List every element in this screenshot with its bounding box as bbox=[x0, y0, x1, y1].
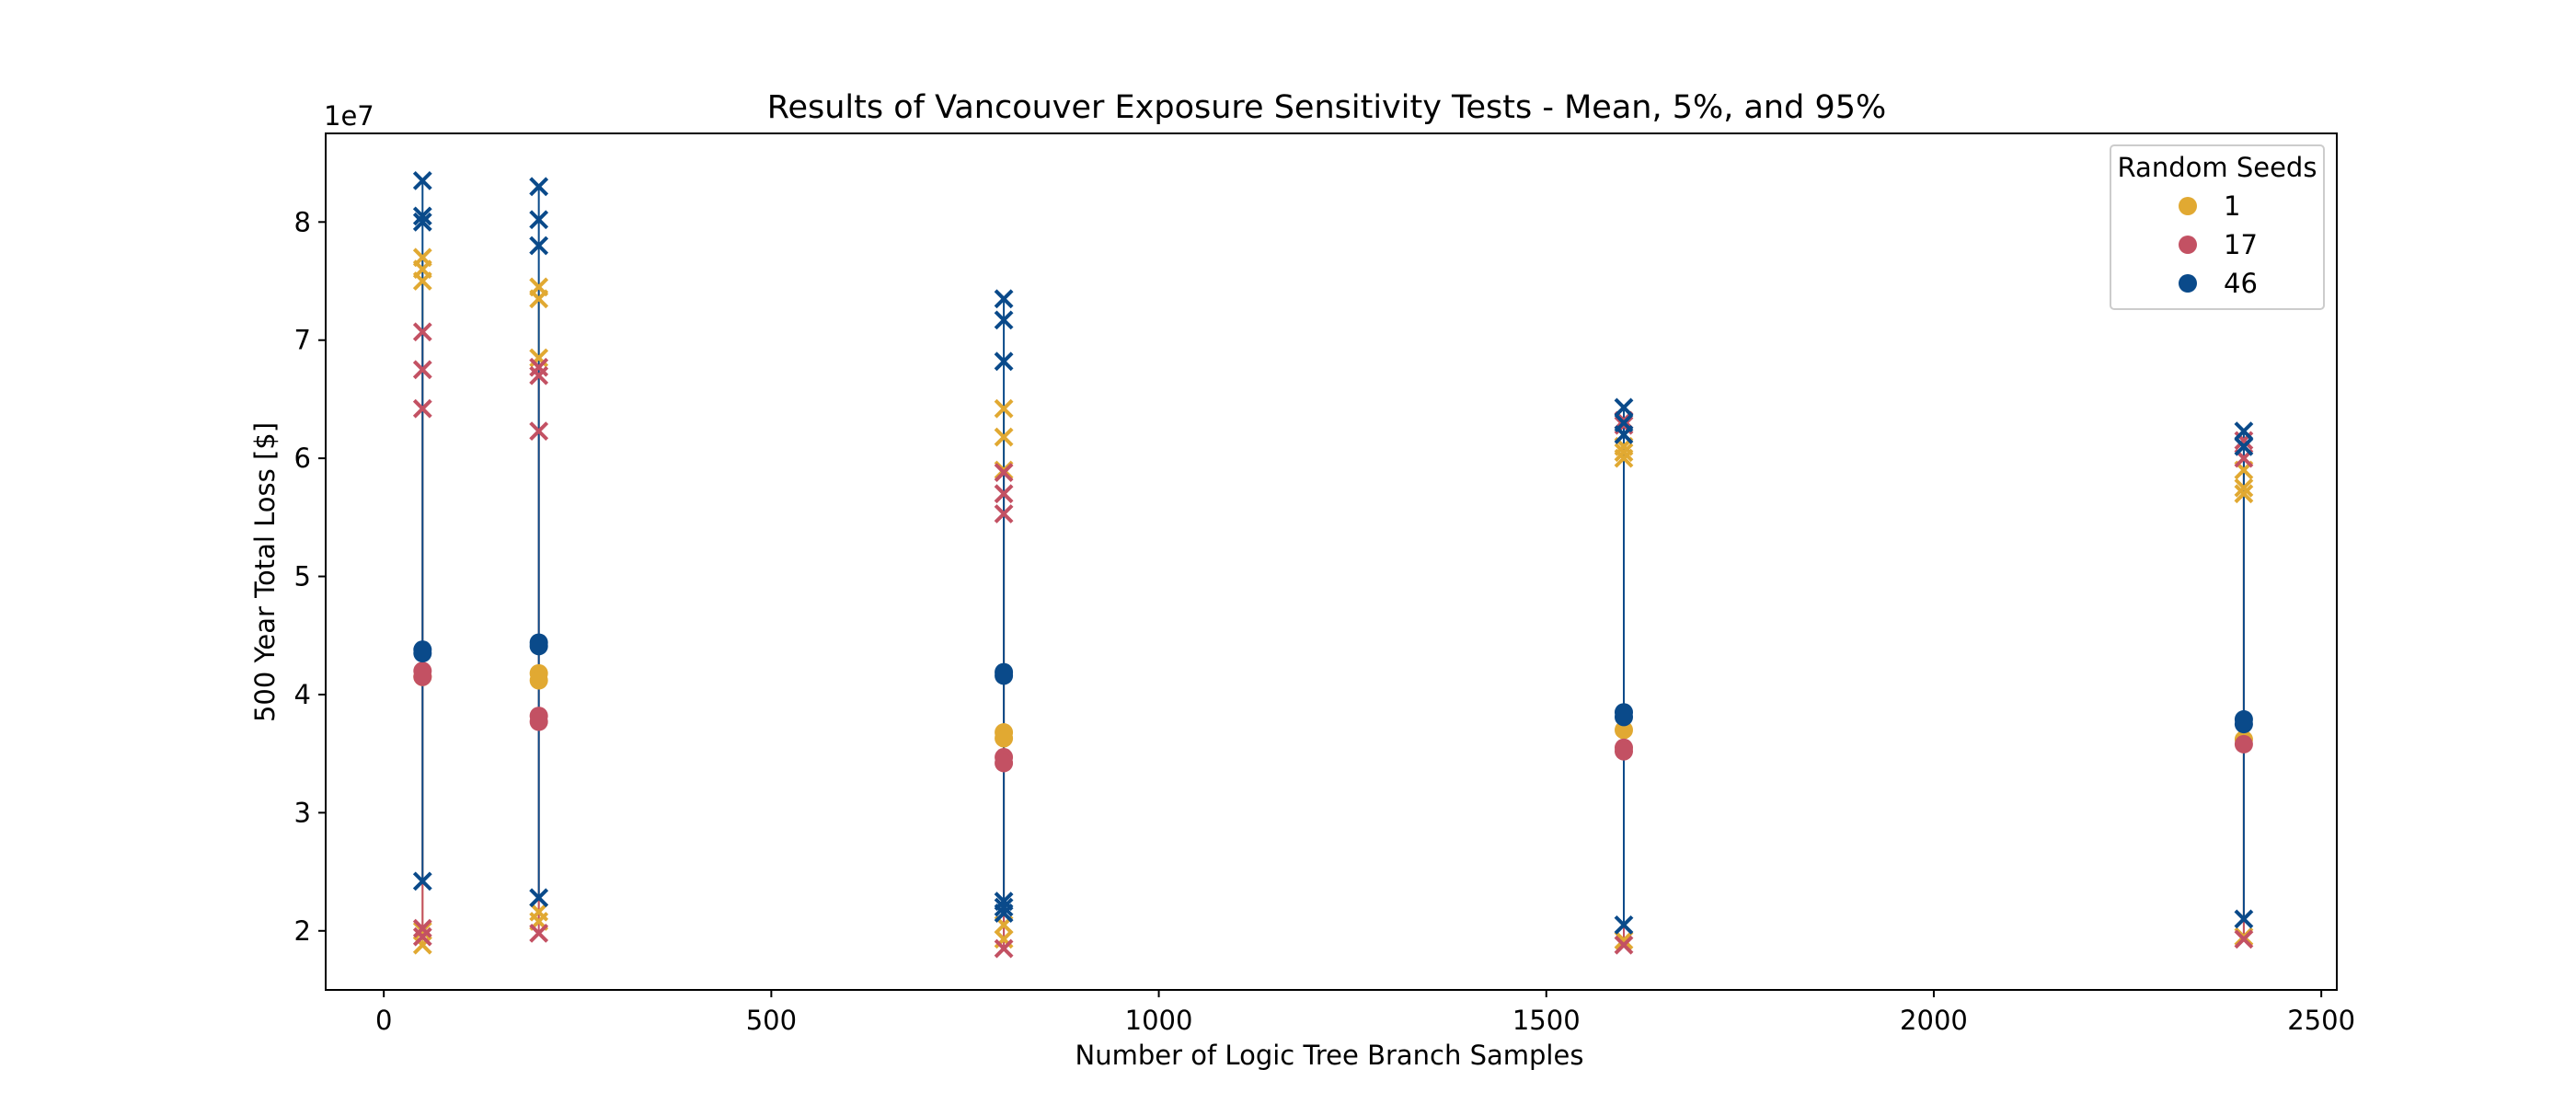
series-17-mean-marker bbox=[529, 712, 548, 731]
series-46-percentile-marker bbox=[2234, 436, 2254, 456]
series-1-percentile-marker bbox=[529, 289, 549, 309]
y-tick-label: 5 bbox=[294, 561, 311, 592]
series-1-percentile-marker bbox=[1614, 443, 1634, 463]
axes-frame bbox=[325, 132, 2338, 991]
legend-marker-1 bbox=[2179, 197, 2197, 215]
series-17-percentile-marker bbox=[412, 322, 432, 342]
series-1-percentile-marker bbox=[2234, 484, 2254, 504]
series-17-mean-marker bbox=[413, 667, 432, 686]
series-46-percentile-marker bbox=[529, 210, 549, 230]
series-17-percentile-marker bbox=[529, 365, 549, 385]
y-axis-label: 500 Year Total Loss [$] bbox=[249, 422, 281, 722]
x-axis: 0 500 1000 1500 2000 2500 bbox=[375, 990, 2355, 1036]
series-17-percentile-marker bbox=[529, 357, 549, 377]
legend-items: 1 17 46 bbox=[2179, 190, 2258, 299]
series-1-percentile-marker bbox=[994, 427, 1014, 447]
series-46-percentile-marker bbox=[529, 177, 549, 197]
series-17-percentile-marker bbox=[1614, 935, 1634, 955]
legend-label-1: 1 bbox=[2224, 190, 2240, 222]
series-46-mean-marker bbox=[1615, 707, 1634, 727]
legend-marker-17 bbox=[2179, 236, 2197, 254]
series-46-percentile-marker bbox=[994, 310, 1014, 330]
series-17-percentile-marker bbox=[994, 463, 1014, 482]
x-tick-label: 0 bbox=[375, 1005, 392, 1036]
series-46-percentile-marker bbox=[2234, 421, 2254, 442]
series-46-mean-marker bbox=[529, 637, 548, 656]
series-46-percentile-marker bbox=[2234, 909, 2254, 929]
series-46-percentile-marker bbox=[994, 891, 1014, 912]
x-tick-label: 2000 bbox=[1900, 1005, 1968, 1036]
y-tick-label: 3 bbox=[294, 797, 311, 828]
y-tick-label: 4 bbox=[294, 679, 311, 710]
series-1-mean-marker bbox=[995, 729, 1014, 748]
legend-label-17: 17 bbox=[2224, 229, 2258, 260]
y-tick-label: 6 bbox=[294, 443, 311, 474]
x-tick-label: 500 bbox=[746, 1005, 797, 1036]
series-46-percentile-marker bbox=[529, 236, 549, 256]
series-46-mean-marker bbox=[2234, 715, 2253, 734]
legend-title: Random Seeds bbox=[2118, 152, 2317, 183]
series-17-percentile-marker bbox=[412, 360, 432, 380]
series-1-mean-marker bbox=[529, 671, 548, 690]
series-1-mean-marker bbox=[1615, 720, 1634, 740]
series-46-percentile-marker bbox=[1614, 914, 1634, 935]
series-46-percentile-marker bbox=[1614, 397, 1634, 418]
legend-marker-46 bbox=[2179, 274, 2197, 293]
series-46-percentile-marker bbox=[529, 888, 549, 908]
y-tick-label: 7 bbox=[294, 325, 311, 356]
plot-area bbox=[412, 170, 2254, 959]
series-1-percentile-marker bbox=[994, 398, 1014, 419]
series-1-percentile-marker bbox=[529, 902, 549, 922]
x-axis-label: Number of Logic Tree Branch Samples bbox=[1075, 1040, 1584, 1071]
series-17-percentile-marker bbox=[412, 918, 432, 938]
series-46-percentile-marker bbox=[412, 170, 432, 190]
series-46-mean-marker bbox=[413, 644, 432, 663]
series-1-percentile-marker bbox=[412, 271, 432, 291]
legend-box bbox=[2110, 144, 2325, 310]
x-tick-label: 1500 bbox=[1512, 1005, 1581, 1036]
series-46-percentile-marker bbox=[1614, 425, 1634, 444]
x-tick-label: 1000 bbox=[1125, 1005, 1193, 1036]
series-17-mean-marker bbox=[995, 753, 1014, 773]
series-17-percentile-marker bbox=[994, 484, 1014, 504]
series-17-mean-marker bbox=[2234, 734, 2253, 753]
legend: Random Seeds 1 17 46 bbox=[2110, 144, 2325, 310]
series-17-percentile-marker bbox=[412, 926, 432, 947]
x-tick-label: 2500 bbox=[2287, 1005, 2355, 1036]
series-46-mean-marker bbox=[995, 666, 1014, 685]
series-46-percentile-marker bbox=[412, 212, 432, 232]
series-46-percentile-marker bbox=[994, 897, 1014, 917]
series-46-percentile-marker bbox=[412, 871, 432, 891]
series-17-percentile-marker bbox=[994, 938, 1014, 959]
y-offset-label: 1e7 bbox=[324, 100, 374, 132]
series-17-percentile-marker bbox=[2234, 929, 2254, 949]
series-1-percentile-marker bbox=[2234, 477, 2254, 498]
series-17-mean-marker bbox=[1615, 742, 1634, 761]
series-17-percentile-marker bbox=[412, 398, 432, 419]
y-tick-label: 2 bbox=[294, 915, 311, 947]
series-17-percentile-marker bbox=[994, 504, 1014, 523]
series-1-percentile-marker bbox=[412, 935, 432, 955]
chart-title: Results of Vancouver Exposure Sensitivit… bbox=[767, 89, 1887, 126]
series-17-percentile-marker bbox=[529, 421, 549, 442]
legend-label-46: 46 bbox=[2224, 268, 2258, 299]
y-tick-label: 8 bbox=[294, 206, 311, 237]
series-46-percentile-marker bbox=[412, 206, 432, 226]
series-46-percentile-marker bbox=[994, 289, 1014, 309]
series-1-percentile-marker bbox=[1614, 930, 1634, 950]
y-axis: 2 3 4 5 6 7 8 bbox=[294, 206, 326, 947]
series-46-percentile-marker bbox=[994, 351, 1014, 372]
series-17-percentile-marker bbox=[529, 923, 549, 943]
